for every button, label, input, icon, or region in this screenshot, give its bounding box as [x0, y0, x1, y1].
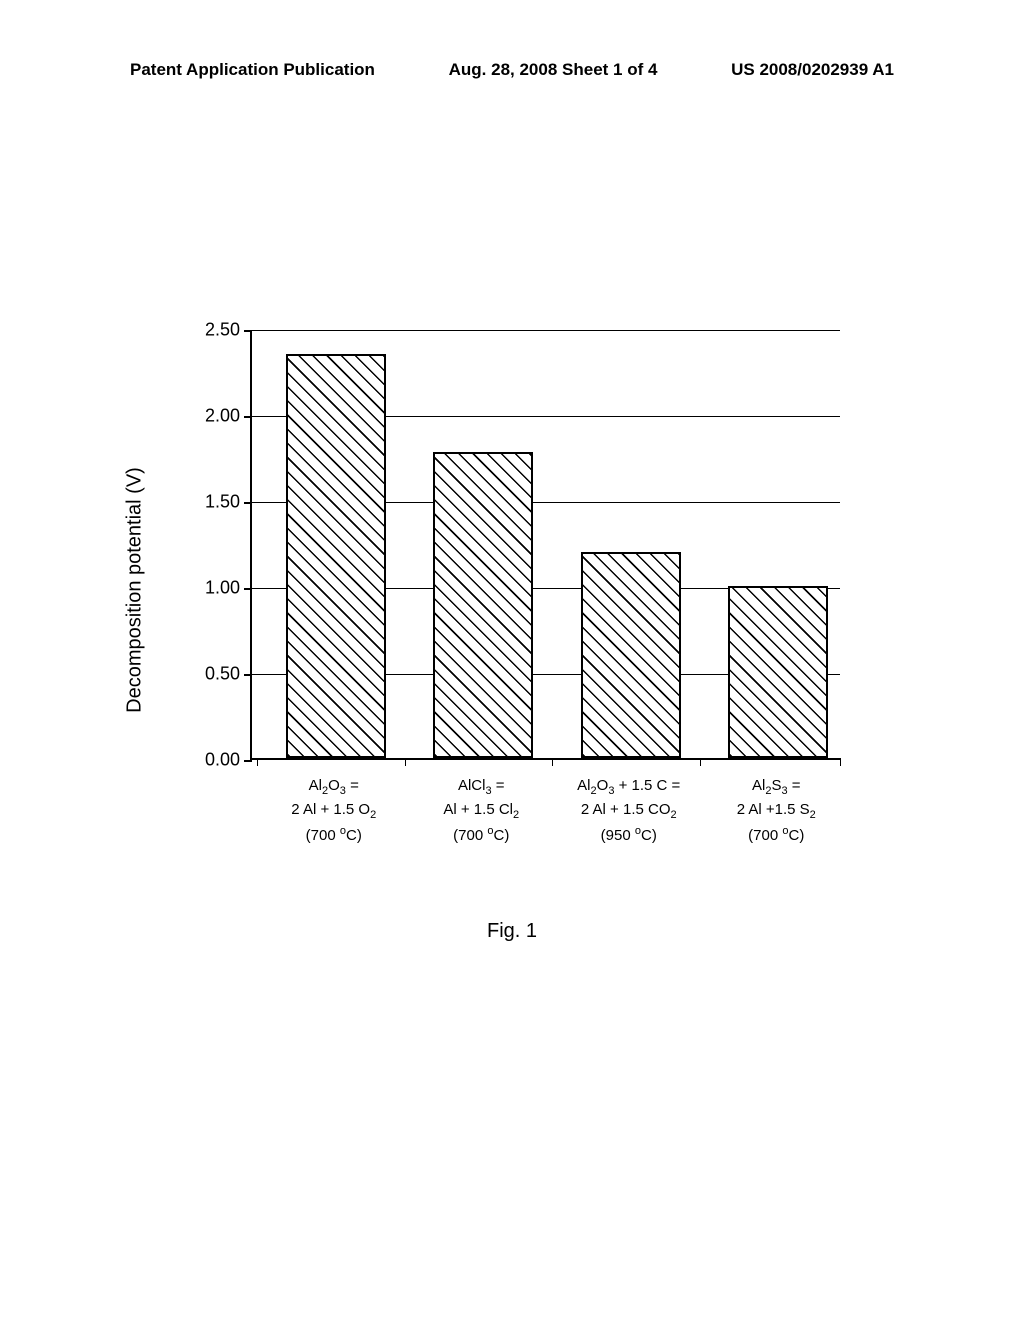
header-right: US 2008/0202939 A1 [731, 60, 894, 80]
y-tick [244, 416, 252, 418]
page-header: Patent Application Publication Aug. 28, … [0, 60, 1024, 80]
x-tick [552, 758, 553, 766]
bar-hatch [288, 356, 384, 756]
y-tick [244, 588, 252, 590]
y-tick-label: 2.50 [205, 320, 240, 341]
bar [581, 552, 681, 758]
plot-area: 0.000.501.001.502.002.50 [250, 330, 840, 760]
y-tick [244, 502, 252, 504]
x-tick-label: Al2O3 + 1.5 C =2 Al + 1.5 CO2(950 oC) [549, 775, 709, 846]
y-tick [244, 674, 252, 676]
x-tick [840, 758, 841, 766]
y-tick [244, 760, 252, 762]
y-tick-label: 0.50 [205, 664, 240, 685]
header-left: Patent Application Publication [130, 60, 375, 80]
y-tick-label: 1.00 [205, 578, 240, 599]
gridline [252, 330, 840, 331]
bar-chart: Decomposition potential (V) 0.000.501.00… [180, 330, 860, 850]
bar [728, 586, 828, 758]
y-tick-label: 0.00 [205, 750, 240, 771]
x-tick-label: Al2O3 =2 Al + 1.5 O2(700 oC) [254, 775, 414, 846]
bar [433, 452, 533, 758]
figure-caption: Fig. 1 [0, 920, 1024, 943]
x-tick [700, 758, 701, 766]
bar [286, 354, 386, 758]
bar-hatch [435, 454, 531, 756]
y-axis-title: Decomposition potential (V) [124, 467, 147, 713]
x-tick-label: Al2S3 =2 Al +1.5 S2(700 oC) [696, 775, 856, 846]
y-tick [244, 330, 252, 332]
bar-hatch [730, 588, 826, 756]
y-tick-label: 1.50 [205, 492, 240, 513]
x-tick [405, 758, 406, 766]
header-center: Aug. 28, 2008 Sheet 1 of 4 [449, 60, 658, 80]
y-tick-label: 2.00 [205, 406, 240, 427]
x-tick [257, 758, 258, 766]
x-tick-label: AlCl3 =Al + 1.5 Cl2(700 oC) [401, 775, 561, 846]
bar-hatch [583, 554, 679, 756]
